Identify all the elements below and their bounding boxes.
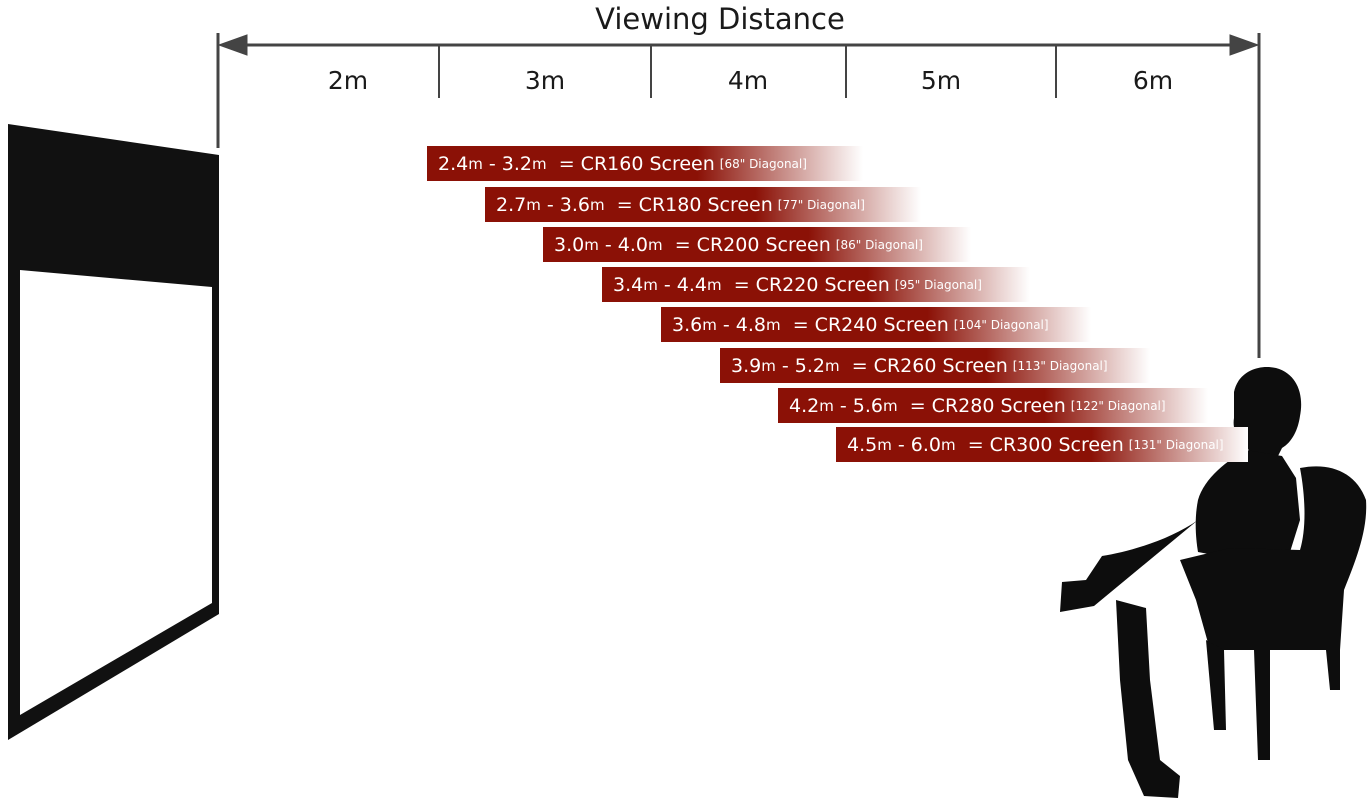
band-max: 6.0 [910, 433, 941, 456]
band-row-cr240: 3.6 m - 4.8 m = CR240 Screen [104" Diagonal… [661, 307, 1091, 342]
band-row-cr280: 4.2 m - 5.6 m = CR280 Screen [122" Diagonal… [778, 388, 1208, 423]
band-diagonal: [104" Diagonal] [953, 317, 1049, 332]
band-min: 4.5 [847, 433, 878, 456]
distance-label-2m: 2m [327, 66, 369, 95]
band-min: 3.6 [672, 313, 703, 336]
band-screen: = CR180 Screen [616, 193, 773, 216]
screen-surface [20, 270, 212, 715]
band-screen: = CR260 Screen [851, 354, 1008, 377]
band-diagonal: [131" Diagonal] [1128, 437, 1224, 452]
arrow-left-head-icon [217, 34, 248, 56]
band-row-cr160: 2.4 m - 3.2 m = CR160 Screen [68" Diagonal] [427, 146, 863, 181]
band-unit: m [643, 275, 658, 294]
distance-arrow [216, 33, 1261, 358]
arrow-right-head-icon [1229, 34, 1260, 56]
band-max: 4.0 [617, 233, 648, 256]
band-screen: = CR240 Screen [792, 313, 949, 336]
band-max: 4.8 [735, 313, 766, 336]
band-unit: m [707, 275, 722, 294]
band-diagonal: [86" Diagonal] [835, 237, 923, 252]
band-screen: = CR300 Screen [967, 433, 1124, 456]
band-screen: = CR200 Screen [674, 233, 831, 256]
armchair-side-leg [1206, 640, 1226, 730]
band-unit: m [766, 315, 781, 334]
band-unit: m [941, 435, 956, 454]
band-min: 2.4 [438, 152, 469, 175]
band-row-cr180: 2.7 m - 3.6 m = CR180 Screen [77" Diagonal] [485, 187, 921, 222]
band-screen: = CR220 Screen [733, 273, 890, 296]
diagram-title: Viewing Distance [595, 2, 845, 36]
band-unit: m [883, 396, 898, 415]
band-diagonal: [113" Diagonal] [1012, 358, 1108, 373]
band-max: 3.6 [559, 193, 590, 216]
band-screen: = CR160 Screen [558, 152, 715, 175]
band-diagonal: [122" Diagonal] [1070, 398, 1166, 413]
band-unit: m [877, 435, 892, 454]
band-unit: m [761, 356, 776, 375]
distance-dividers [438, 45, 1057, 98]
distance-label-3m: 3m [524, 66, 566, 95]
band-row-cr220: 3.4 m - 4.4 m = CR220 Screen [95" Diagonal] [602, 267, 1030, 302]
band-unit: m [825, 356, 840, 375]
band-max: 5.2 [794, 354, 825, 377]
band-unit: m [702, 315, 717, 334]
band-unit: m [584, 235, 599, 254]
person-torso [1195, 450, 1300, 560]
distance-label-4m: 4m [727, 66, 769, 95]
person-head [1233, 367, 1302, 460]
band-unit: m [819, 396, 834, 415]
projection-screen-icon [8, 124, 219, 740]
armchair [1180, 466, 1367, 760]
band-diagonal: [95" Diagonal] [894, 277, 982, 292]
person-upper-legs [1060, 520, 1198, 612]
band-min: 3.4 [613, 273, 644, 296]
band-unit: m [468, 154, 483, 173]
band-unit: m [532, 154, 547, 173]
band-min: 3.0 [554, 233, 585, 256]
band-row-cr300: 4.5 m - 6.0 m = CR300 Screen [131" Diagonal… [836, 427, 1248, 462]
band-diagonal: [68" Diagonal] [719, 156, 807, 171]
band-max: 4.4 [676, 273, 707, 296]
band-min: 3.9 [731, 354, 762, 377]
band-max: 5.6 [852, 394, 883, 417]
distance-label-5m: 5m [920, 66, 962, 95]
distance-label-6m: 6m [1132, 66, 1174, 95]
band-row-cr260: 3.9 m - 5.2 m = CR260 Screen [113" Diagonal… [720, 348, 1150, 383]
person-lower-legs [1116, 600, 1180, 798]
seated-person-silhouette-icon [1060, 367, 1367, 798]
band-min: 4.2 [789, 394, 820, 417]
band-unit: m [648, 235, 663, 254]
band-diagonal: [77" Diagonal] [777, 197, 865, 212]
band-screen: = CR280 Screen [909, 394, 1066, 417]
band-unit: m [526, 195, 541, 214]
band-min: 2.7 [496, 193, 527, 216]
band-unit: m [590, 195, 605, 214]
band-row-cr200: 3.0 m - 4.0 m = CR200 Screen [86" Diagonal] [543, 227, 971, 262]
band-max: 3.2 [501, 152, 532, 175]
